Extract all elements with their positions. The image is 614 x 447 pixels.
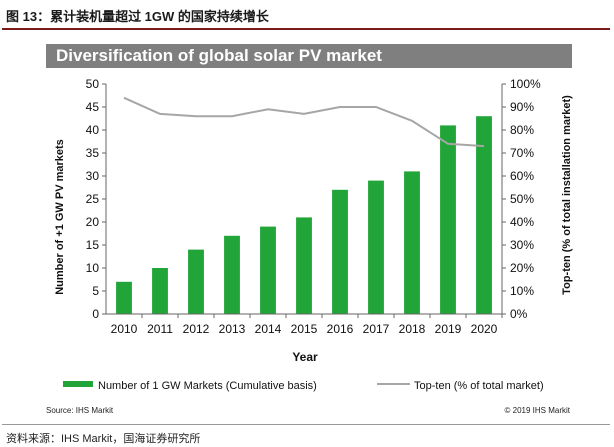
y-tick-label: 50 bbox=[86, 77, 100, 91]
bar-2011 bbox=[152, 268, 168, 314]
legend-line-label: Top-ten (% of total market) bbox=[414, 380, 544, 392]
bar-2020 bbox=[476, 116, 492, 314]
figure-title: 图 13：累计装机量超过 1GW 的国家持续增长 bbox=[6, 9, 269, 24]
bar-2012 bbox=[188, 249, 204, 314]
x-tick-label: 2015 bbox=[291, 322, 318, 336]
y2-tick-label: 20% bbox=[510, 261, 534, 275]
y2-tick-label: 100% bbox=[510, 77, 541, 91]
y-tick-label: 15 bbox=[86, 238, 100, 252]
x-tick-label: 2012 bbox=[183, 322, 210, 336]
chart-title-banner: Diversification of global solar PV marke… bbox=[46, 44, 572, 68]
y-tick-label: 0 bbox=[92, 307, 99, 321]
footnote: 资料来源：IHS Markit，国海证券研究所 bbox=[6, 433, 201, 445]
y2-tick-label: 90% bbox=[510, 100, 534, 114]
bar-2010 bbox=[116, 281, 132, 314]
x-tick-label: 2020 bbox=[471, 322, 498, 336]
legend-bar-label: Number of 1 GW Markets (Cumulative basis… bbox=[98, 380, 317, 392]
y2-tick-label: 30% bbox=[510, 238, 534, 252]
y-tick-label: 25 bbox=[86, 192, 100, 206]
bar-2019 bbox=[440, 125, 456, 315]
y2-tick-label: 10% bbox=[510, 284, 534, 298]
x-tick-label: 2017 bbox=[363, 322, 390, 336]
y2-tick-label: 40% bbox=[510, 215, 534, 229]
x-tick-label: 2019 bbox=[435, 322, 462, 336]
y-axis-label: Number of +1 GW PV markets bbox=[54, 139, 66, 295]
y-tick-label: 40 bbox=[86, 123, 100, 137]
y-tick-label: 20 bbox=[86, 215, 100, 229]
x-tick-label: 2016 bbox=[327, 322, 354, 336]
y-tick-label: 30 bbox=[86, 169, 100, 183]
bar-2013 bbox=[224, 235, 240, 314]
y-tick-label: 35 bbox=[86, 146, 100, 160]
top-ten-share-line bbox=[123, 96, 485, 148]
y2-tick-label: 70% bbox=[510, 146, 534, 160]
y2-tick-label: 80% bbox=[510, 123, 534, 137]
x-tick-label: 2011 bbox=[147, 322, 173, 336]
bar-2015 bbox=[296, 217, 312, 314]
bar-2018 bbox=[404, 171, 420, 314]
source-right: © 2019 IHS Markit bbox=[504, 406, 570, 415]
x-tick-label: 2013 bbox=[219, 322, 246, 336]
x-tick-label: 2010 bbox=[111, 322, 138, 336]
y-tick-label: 5 bbox=[92, 284, 99, 298]
title-divider bbox=[2, 28, 610, 30]
x-tick-label: 2014 bbox=[255, 322, 282, 336]
x-axis-label: Year bbox=[292, 350, 318, 364]
bar-2016 bbox=[332, 189, 348, 314]
legend: Number of 1 GW Markets (Cumulative basis… bbox=[63, 380, 544, 392]
bar-2017 bbox=[368, 180, 384, 314]
y2-axis-label: Top-ten (% of total installation market) bbox=[561, 95, 573, 295]
y2-tick-label: 50% bbox=[510, 192, 534, 206]
source-left: Source: IHS Markit bbox=[46, 406, 114, 415]
y-tick-label: 10 bbox=[86, 261, 100, 275]
bar-2014 bbox=[260, 226, 276, 314]
footer-divider bbox=[2, 424, 610, 425]
y-tick-label: 45 bbox=[86, 100, 100, 114]
y2-tick-label: 0% bbox=[510, 307, 528, 321]
x-tick-label: 2018 bbox=[399, 322, 426, 336]
legend-bar-swatch bbox=[63, 381, 93, 387]
y2-tick-label: 60% bbox=[510, 169, 534, 183]
